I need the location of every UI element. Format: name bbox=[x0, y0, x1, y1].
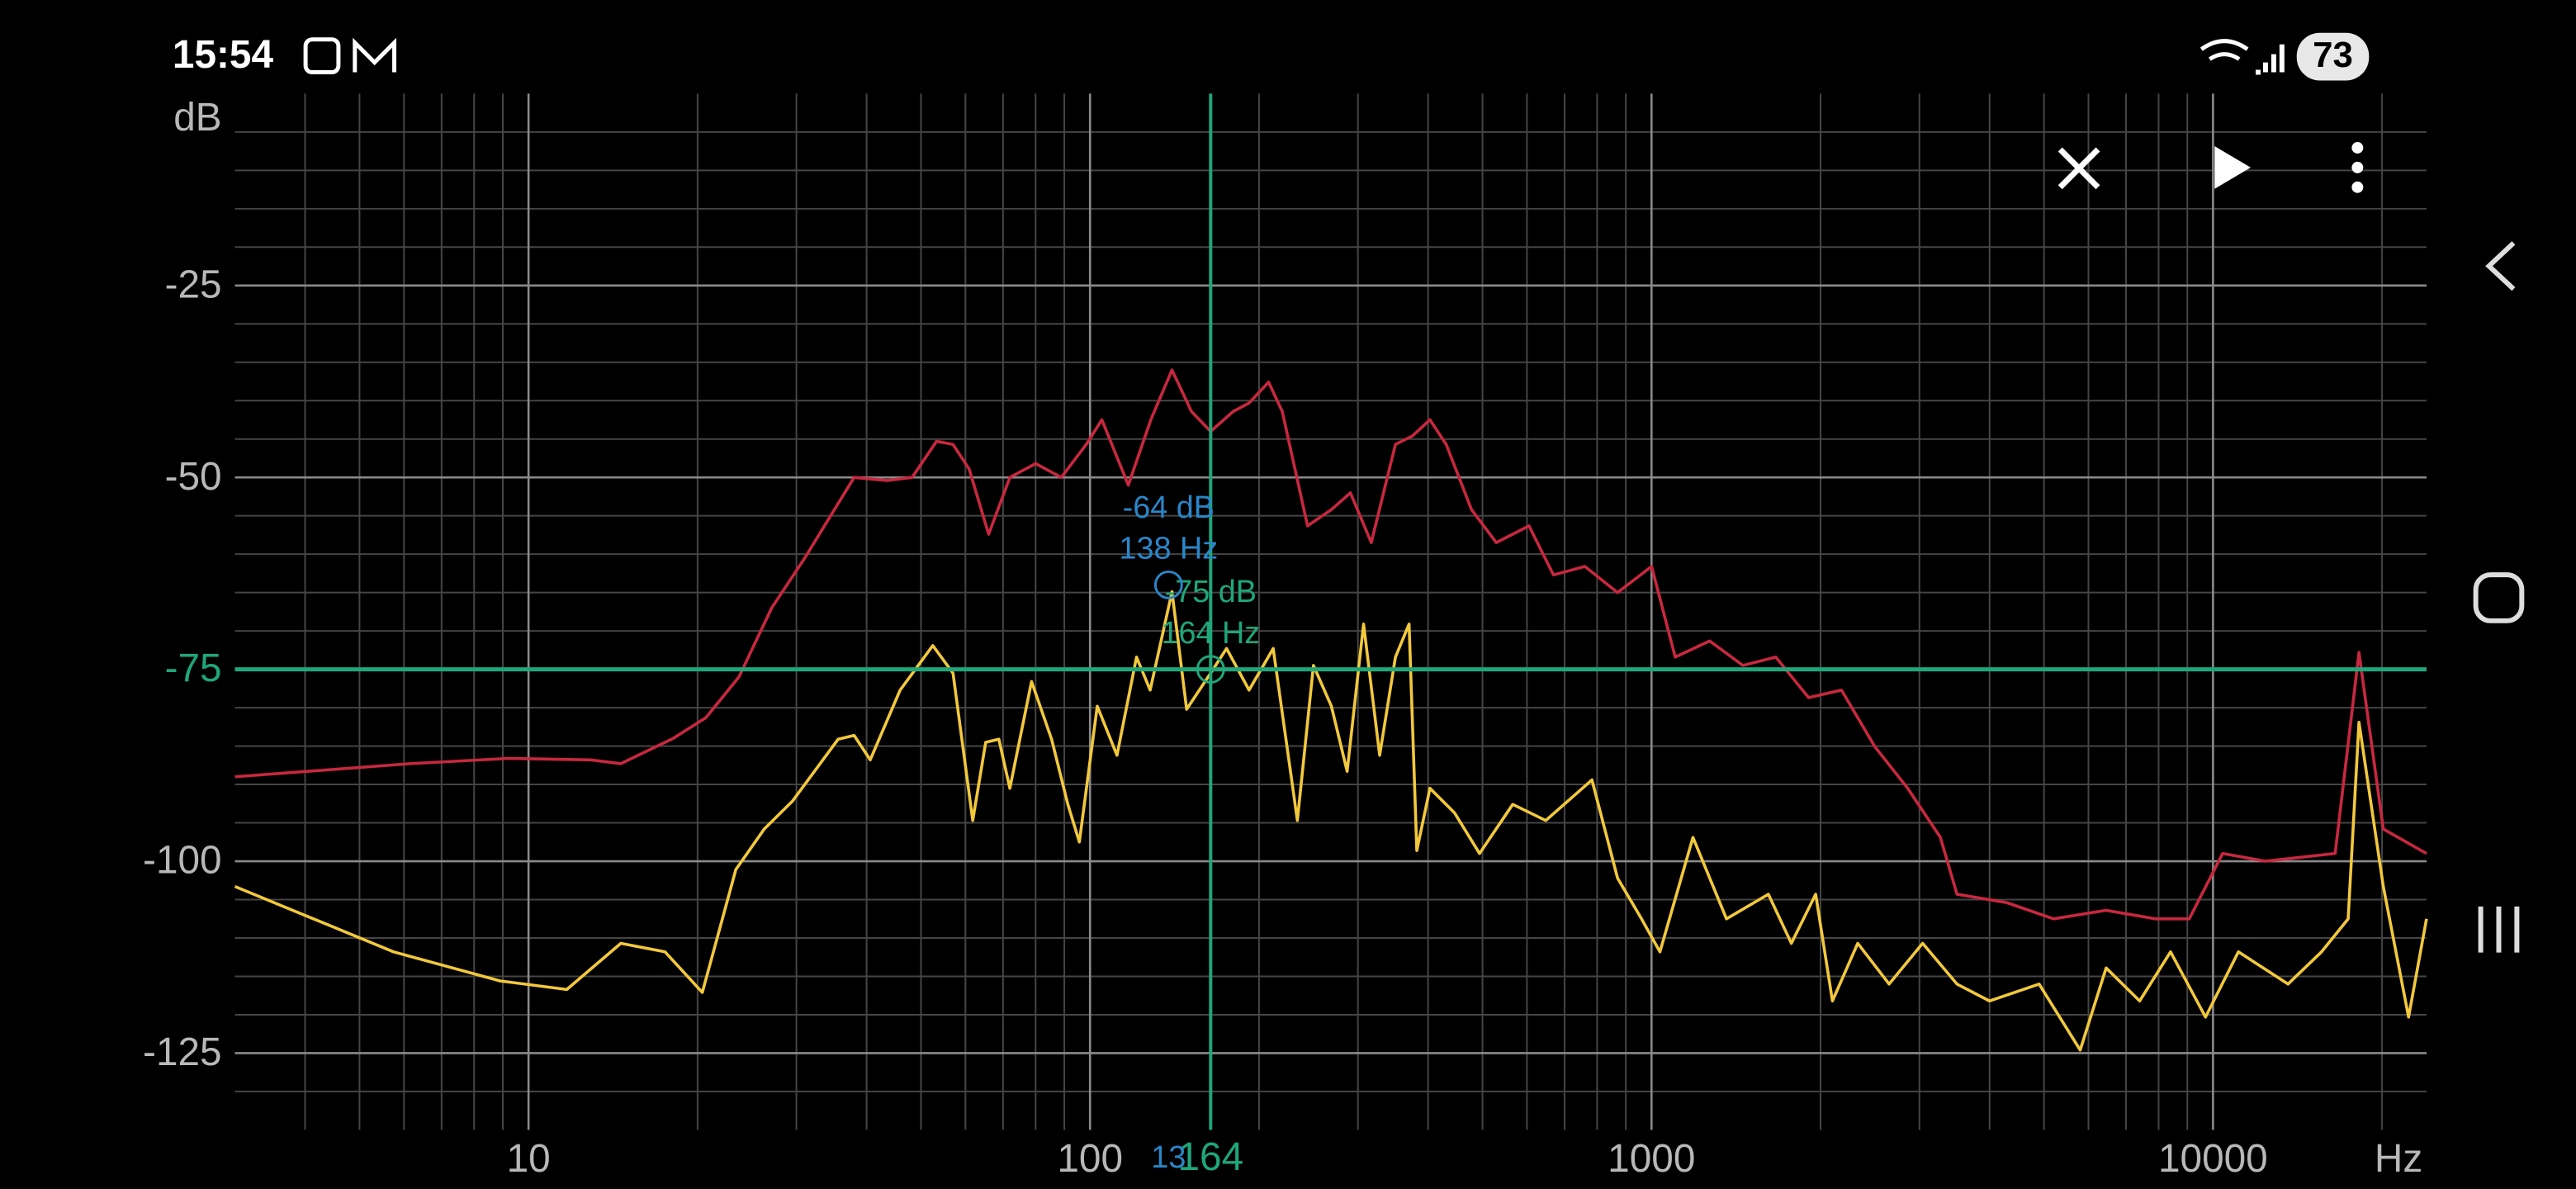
y-tick-label: -75 bbox=[165, 647, 222, 690]
y-tick-label: -100 bbox=[143, 839, 222, 883]
close-button[interactable] bbox=[2057, 147, 2100, 190]
cursor-x-label: 13 bbox=[1151, 1140, 1186, 1175]
menu-button[interactable] bbox=[2351, 142, 2364, 193]
x-axis-unit: Hz bbox=[2375, 1137, 2422, 1181]
battery bbox=[2296, 32, 2370, 81]
nav-back[interactable] bbox=[2485, 241, 2516, 291]
cursor-label: 138 Hz bbox=[1119, 532, 1218, 566]
cursor-x-label: 164 bbox=[1177, 1135, 1243, 1179]
cursor-label: 164 Hz bbox=[1161, 616, 1260, 651]
spectrum-line bbox=[234, 368, 2427, 921]
x-tick-label: 1000 bbox=[1608, 1137, 1695, 1181]
cursor-label: -64 dB bbox=[1123, 490, 1215, 525]
y-axis-unit: dB bbox=[173, 96, 221, 140]
cursor-marker bbox=[1153, 570, 1183, 599]
x-tick-label: 10000 bbox=[2158, 1137, 2268, 1181]
clock: 15:54 bbox=[173, 33, 274, 77]
battery-level: 73 bbox=[2313, 35, 2353, 75]
x-tick-label: 10 bbox=[507, 1137, 551, 1181]
status-icons bbox=[303, 37, 2285, 75]
nav-recents[interactable] bbox=[2478, 906, 2520, 953]
y-tick-label: -25 bbox=[165, 263, 222, 306]
y-tick-label: -50 bbox=[165, 455, 222, 499]
nav-home[interactable] bbox=[2473, 572, 2525, 623]
play-button[interactable] bbox=[2214, 146, 2252, 189]
x-tick-label: 100 bbox=[1057, 1137, 1123, 1181]
spectrum-line bbox=[234, 590, 2428, 1052]
y-tick-label: -125 bbox=[143, 1030, 222, 1074]
cursor-marker bbox=[1196, 655, 1225, 685]
